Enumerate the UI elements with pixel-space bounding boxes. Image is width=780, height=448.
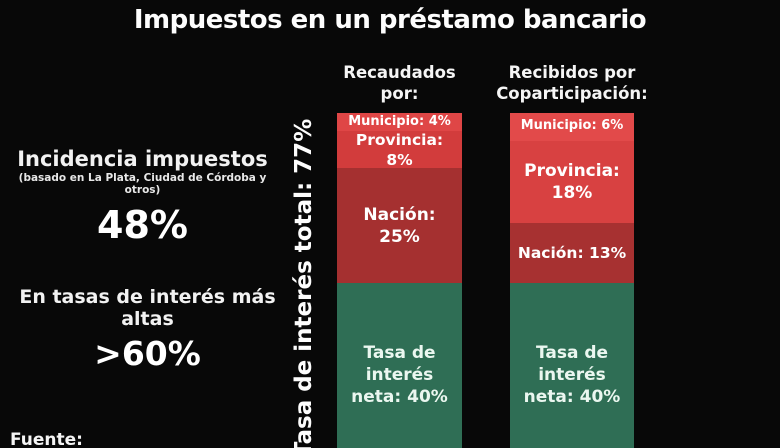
bar-segment-tasa-interes-neta: Tasa de interés neta: 40% xyxy=(337,283,462,448)
bar-segment-label-provincia: Provincia: 8% xyxy=(355,130,444,169)
bar-segment-label-nacion: Nación: 25% xyxy=(363,204,436,247)
column-header-coparticipacion: Recibidos por Coparticipación: xyxy=(496,62,648,103)
page-title: Impuestos en un préstamo bancario xyxy=(133,5,647,35)
bar-segment-municipio: Municipio: 4% xyxy=(337,113,462,132)
stat-incidencia: Incidencia impuestos (basado en La Plata… xyxy=(0,147,285,247)
stat-incidencia-label: Incidencia impuestos xyxy=(17,147,268,171)
bar-segment-nacion: Nación: 25% xyxy=(337,168,462,284)
bar-segment-tasa-interes-neta: Tasa de interés neta: 40% xyxy=(510,283,634,448)
stat-tasas-altas: En tasas de interés más altas >60% xyxy=(0,286,295,373)
column-header-recaudados: Recaudados por: xyxy=(343,62,456,103)
source-label: Fuente: xyxy=(10,430,83,448)
bar-segment-label-tasa-interes-neta: Tasa de interés neta: 40% xyxy=(523,343,621,408)
bar-segment-provincia: Provincia: 8% xyxy=(337,130,462,169)
bar-segment-label-provincia: Provincia: 18% xyxy=(524,160,620,203)
stacked-bar-recaudados: Municipio: 4% Provincia: 8% Nación: 25% Tas… xyxy=(337,113,462,448)
chart-column-recaudados: Recaudados por: Municipio: 4% Provincia: … xyxy=(337,63,462,448)
watermark-partial xyxy=(687,441,727,448)
bar-segment-nacion: Nación: 13% xyxy=(510,223,634,284)
bar-segment-label-municipio: Municipio: 6% xyxy=(520,118,624,134)
bar-segment-label-tasa-interes-neta: Tasa de interés neta: 40% xyxy=(351,343,448,408)
bar-segment-provincia: Provincia: 18% xyxy=(510,140,634,224)
stat-incidencia-note: (basado en La Plata, Ciudad de Córdoba y… xyxy=(18,172,267,196)
bar-segment-municipio: Municipio: 6% xyxy=(510,113,634,141)
y-axis-total-label: Tasa de interés total: 77% xyxy=(291,118,317,448)
stat-tasas-altas-value: >60% xyxy=(94,334,201,373)
stacked-bar-coparticipacion: Municipio: 6% Provincia: 18% Nación: 13% Ta… xyxy=(510,113,634,448)
chart-column-coparticipacion: Recibidos por Coparticipación: Municipio… xyxy=(496,63,648,448)
stat-incidencia-value: 48% xyxy=(97,203,188,247)
bar-segment-label-municipio: Municipio: 4% xyxy=(348,113,451,129)
bar-segment-label-nacion: Nación: 13% xyxy=(517,244,627,263)
stat-tasas-altas-label: En tasas de interés más altas xyxy=(19,286,276,330)
